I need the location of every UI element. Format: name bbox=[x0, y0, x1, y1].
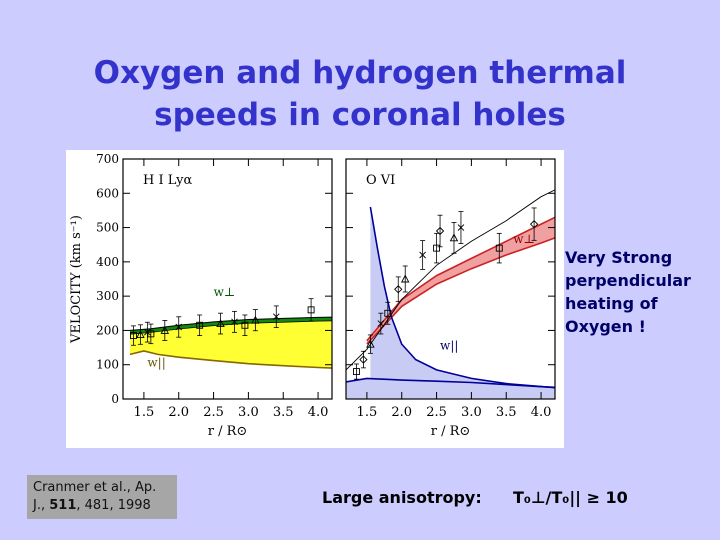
side-note-line: Oxygen ! bbox=[565, 317, 646, 336]
title-line-2: speeds in coronal holes bbox=[154, 97, 566, 133]
data-point-x bbox=[272, 313, 280, 321]
x-axis-title: r / R⊙ bbox=[208, 424, 248, 439]
y-tick-label: 700 bbox=[96, 152, 119, 166]
data-point-diamond bbox=[529, 220, 539, 229]
y-tick-label: 0 bbox=[111, 392, 119, 406]
data-point-square bbox=[384, 309, 392, 317]
side-note: Very Strong perpendicular heating of Oxy… bbox=[565, 246, 715, 338]
data-point-square bbox=[307, 306, 315, 314]
w-perp-label: w⊥ bbox=[214, 285, 236, 299]
data-point-x bbox=[144, 328, 151, 336]
figure-canvas: w⊥ w|| 1.5 2.0 2.5 3.0 3.5 4.0 0 100 200 300 400 500 6… bbox=[66, 150, 564, 448]
velocity-figure: w⊥ w|| 1.5 2.0 2.5 3.0 3.5 4.0 0 100 200 300 400 500 6… bbox=[66, 150, 564, 448]
hydrogen-panel: w⊥ w|| 1.5 2.0 2.5 3.0 3.5 4.0 0 100 200 300 400 500 6… bbox=[69, 152, 333, 439]
data-point-triangle bbox=[449, 233, 459, 242]
slide-title: Oxygen and hydrogen thermal speeds in co… bbox=[0, 52, 720, 136]
data-point-square bbox=[353, 368, 360, 376]
y-tick-label: 400 bbox=[96, 255, 119, 269]
red-band bbox=[366, 217, 555, 345]
plot-frame bbox=[345, 158, 556, 400]
x-tick-label: 4.0 bbox=[308, 405, 329, 420]
data-point-square bbox=[196, 321, 204, 329]
temperature-ratio: T₀⊥/T₀|| ≥ 10 bbox=[513, 488, 628, 507]
green-band bbox=[130, 317, 332, 334]
anisotropy-label: Large anisotropy: bbox=[322, 488, 482, 507]
side-note-line: perpendicular bbox=[565, 271, 691, 290]
y-tick-label: 200 bbox=[96, 323, 119, 337]
citation-journal: J., bbox=[33, 498, 50, 513]
data-point-x bbox=[457, 224, 465, 231]
w-parallel-curve bbox=[129, 350, 333, 369]
figure-background bbox=[66, 150, 564, 448]
w-perp-upper-curve bbox=[129, 316, 333, 331]
plot-frame bbox=[122, 158, 333, 400]
data-point-square bbox=[129, 332, 137, 340]
citation-line-1: Cranmer et al., Ap. bbox=[33, 480, 157, 495]
data-point-diamond bbox=[359, 355, 368, 364]
x-axis-title: r / R⊙ bbox=[431, 424, 471, 439]
x-tick-label: 3.5 bbox=[496, 405, 517, 420]
y-tick-label: 300 bbox=[96, 289, 119, 303]
data-point-x bbox=[419, 251, 426, 259]
data-point-diamond bbox=[435, 226, 445, 236]
panel-label: H I Lyα bbox=[143, 173, 192, 188]
w-parallel-lower-curve bbox=[345, 377, 556, 389]
data-point-triangle bbox=[400, 274, 410, 283]
x-tick-label: 2.0 bbox=[391, 405, 412, 420]
data-point-triangle bbox=[160, 325, 170, 334]
data-point-square bbox=[433, 244, 441, 252]
data-point-x bbox=[231, 318, 238, 326]
x-tick-label: 1.5 bbox=[134, 405, 155, 420]
x-tick-label: 4.0 bbox=[531, 405, 552, 420]
x-tick-label: 3.0 bbox=[461, 405, 482, 420]
w-parallel-label: w|| bbox=[440, 338, 458, 352]
w-parallel-label: w|| bbox=[147, 355, 165, 369]
y-axis-title: VELOCITY (km s⁻¹) bbox=[69, 215, 84, 344]
data-point-triangle bbox=[216, 319, 225, 328]
x-tick-label: 3.5 bbox=[273, 405, 294, 420]
panel-label: O VI bbox=[366, 173, 395, 188]
data-point-triangle bbox=[136, 330, 145, 338]
data-point-square bbox=[495, 244, 503, 252]
data-point-x bbox=[377, 320, 385, 327]
citation-box: Cranmer et al., Ap. J., 511, 481, 1998 bbox=[27, 475, 177, 519]
w-perp-lower-curve bbox=[366, 237, 556, 345]
y-tick-label: 500 bbox=[96, 221, 119, 235]
w-perp-label: w⊥ bbox=[513, 232, 535, 246]
x-tick-label: 1.5 bbox=[357, 405, 378, 420]
data-point-triangle bbox=[366, 339, 375, 348]
data-point-x bbox=[175, 323, 183, 331]
oxygen-panel: w⊥ w|| 1.5 2.0 2.5 3.0 3.5 4.0 r / R⊙ O VI bbox=[345, 158, 556, 439]
data-point-diamond bbox=[394, 285, 403, 294]
citation-volume: 511 bbox=[49, 498, 77, 513]
yellow-band bbox=[130, 320, 332, 369]
y-tick-label: 600 bbox=[96, 186, 119, 200]
x-tick-label: 3.0 bbox=[238, 405, 259, 420]
side-note-line: Very Strong bbox=[565, 248, 673, 267]
side-note-line: heating of bbox=[565, 294, 658, 313]
citation-line-2: J., 511, 481, 1998 bbox=[33, 497, 171, 515]
data-point-square bbox=[147, 330, 155, 338]
data-point-square bbox=[241, 321, 249, 329]
data-point-triangle bbox=[251, 315, 260, 324]
x-tick-label: 2.5 bbox=[203, 405, 224, 420]
citation-pages: , 481, 1998 bbox=[76, 498, 151, 513]
w-parallel-curve bbox=[369, 206, 556, 389]
x-tick-label: 2.5 bbox=[426, 405, 447, 420]
blue-fill-region bbox=[346, 378, 555, 399]
x-tick-label: 2.0 bbox=[168, 405, 189, 420]
title-line-1: Oxygen and hydrogen thermal bbox=[93, 55, 627, 91]
y-tick-label: 100 bbox=[96, 358, 119, 372]
